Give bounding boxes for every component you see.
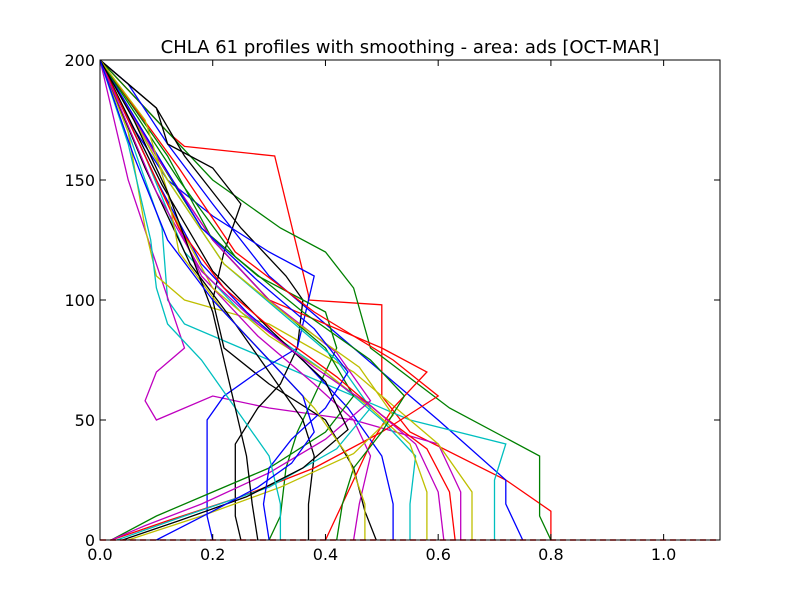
profile-line-26 bbox=[100, 60, 456, 540]
x-tick-label: 0.8 bbox=[538, 545, 563, 564]
profile-line-25 bbox=[100, 60, 282, 540]
x-tick-label: 0.6 bbox=[425, 545, 450, 564]
series-layer bbox=[100, 60, 552, 540]
profile-line-15 bbox=[100, 60, 315, 540]
plot-area bbox=[100, 60, 720, 540]
profile-line-17 bbox=[100, 60, 355, 540]
x-tick-label: 0.2 bbox=[200, 545, 225, 564]
y-tick-label: 50 bbox=[75, 411, 95, 430]
tick-layer: 0.0 0.2 0.4 0.6 0.8 1.0 0 50 100 150 200 bbox=[64, 51, 720, 564]
profile-line-24 bbox=[100, 60, 406, 540]
y-tick-label: 0 bbox=[85, 531, 95, 550]
profile-line-20 bbox=[100, 60, 372, 540]
y-tick-label: 100 bbox=[64, 291, 95, 310]
profile-line-29 bbox=[100, 60, 259, 540]
profile-line-22 bbox=[100, 60, 349, 540]
chart-title: CHLA 61 profiles with smoothing - area: … bbox=[161, 37, 660, 58]
profile-line-4 bbox=[100, 60, 507, 540]
profile-line-2 bbox=[100, 60, 552, 540]
profile-line-3 bbox=[100, 60, 524, 540]
y-tick-label: 200 bbox=[64, 51, 95, 70]
x-tick-label: 0.0 bbox=[87, 545, 112, 564]
profile-line-30 bbox=[100, 60, 315, 540]
x-tick-label: 0.4 bbox=[313, 545, 338, 564]
x-tick-label: 1.0 bbox=[651, 545, 676, 564]
profile-line-27 bbox=[100, 60, 445, 540]
profile-line-21 bbox=[100, 60, 394, 540]
y-tick-label: 150 bbox=[64, 171, 95, 190]
profile-line-5 bbox=[100, 60, 462, 540]
